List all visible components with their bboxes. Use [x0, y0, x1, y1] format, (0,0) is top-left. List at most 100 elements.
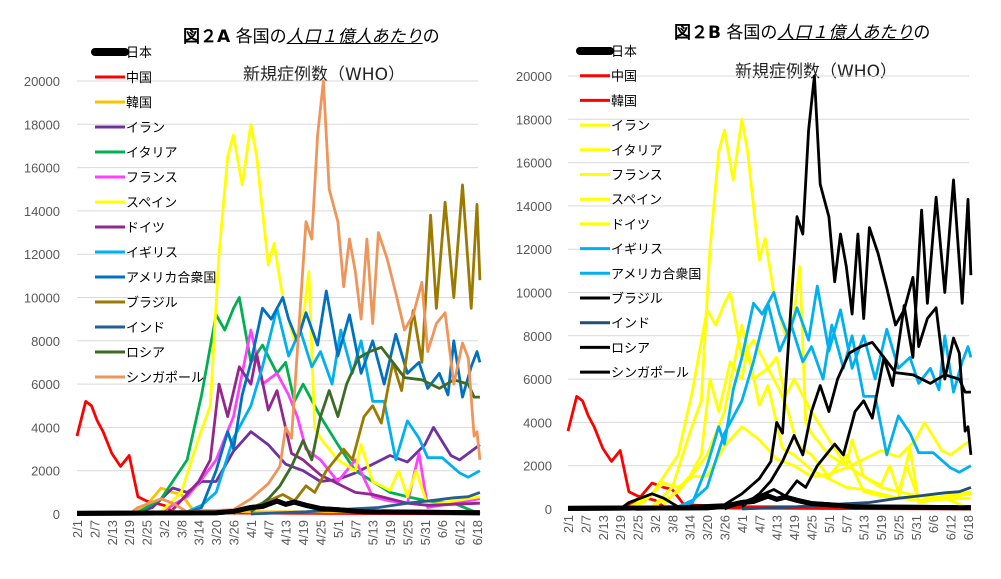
- chart-subtitle: 新規症例数（WHO）: [735, 62, 897, 82]
- x-tick-label: 3/8: [174, 520, 189, 538]
- y-tick-label: 10000: [24, 291, 60, 306]
- x-tick-label: 5/13: [366, 520, 381, 545]
- x-tick-label: 2/7: [87, 520, 102, 538]
- legend-label: イタリア: [611, 144, 662, 159]
- x-tick-label: 6/6: [435, 520, 450, 538]
- legend-label: アメリカ合衆国: [126, 270, 216, 286]
- y-tick-label: 18000: [516, 112, 552, 127]
- x-tick-label: 3/8: [665, 515, 680, 533]
- y-tick-label: 14000: [516, 199, 552, 214]
- series-line: [741, 340, 971, 508]
- legend-label: 中国: [611, 70, 637, 85]
- y-tick-label: 16000: [516, 156, 552, 171]
- legend-label: ブラジル: [611, 291, 663, 307]
- series-line: [677, 301, 972, 509]
- y-tick-label: 20000: [516, 69, 552, 84]
- x-tick-label: 5/1: [822, 515, 837, 533]
- x-tick-label: 3/2: [157, 520, 172, 538]
- series-line: [250, 491, 481, 516]
- x-tick-label: 4/13: [279, 520, 294, 545]
- title-suffix: の: [422, 27, 440, 47]
- title-mid: 各国の: [235, 27, 287, 47]
- y-tick-label: 18000: [24, 117, 60, 132]
- x-tick-label: 2/25: [631, 515, 646, 540]
- y-tick-label: 14000: [24, 204, 60, 219]
- legend-label: ロシア: [126, 346, 165, 361]
- y-tick-label: 2000: [31, 464, 60, 479]
- legend-label: インド: [126, 321, 165, 336]
- y-tick-label: 12000: [24, 247, 60, 262]
- series-line: [619, 74, 973, 511]
- x-tick-label: 5/7: [348, 520, 363, 538]
- x-tick-label: 3/2: [648, 515, 663, 533]
- legend-label: スペイン: [611, 193, 662, 208]
- legend-label: イギリス: [611, 243, 663, 258]
- legend-label: ロシア: [611, 341, 650, 356]
- x-tick-label: 3/26: [227, 520, 242, 545]
- x-tick-label: 3/14: [683, 515, 698, 540]
- y-tick-label: 10000: [516, 286, 552, 301]
- x-tick-label: 2/7: [578, 515, 593, 533]
- legend-label: イラン: [611, 119, 650, 134]
- x-tick-label: 5/1: [331, 520, 346, 538]
- series-line: [171, 352, 480, 511]
- series-line: [186, 306, 481, 514]
- x-tick-label: 5/19: [383, 520, 398, 545]
- chart-title: 図２B 各国の人口１億人あたりの: [674, 18, 930, 43]
- x-tick-label: 2/1: [561, 515, 576, 533]
- y-tick-label: 8000: [31, 334, 60, 349]
- series-line: [567, 493, 971, 511]
- x-tick-label: 5/25: [891, 515, 906, 540]
- y-tick-label: 6000: [523, 372, 552, 387]
- series-line: [128, 79, 482, 516]
- legend-label: フランス: [611, 169, 663, 184]
- chart-subtitle: 新規症例数（WHO）: [243, 65, 405, 85]
- x-tick-label: 5/7: [839, 515, 854, 533]
- legend-label: 日本: [126, 46, 152, 61]
- x-tick-label: 4/19: [296, 520, 311, 545]
- x-tick-label: 4/7: [752, 515, 767, 533]
- series-line: [741, 486, 972, 511]
- y-tick-label: 12000: [516, 242, 552, 257]
- legend-label: 日本: [611, 45, 637, 60]
- title-prefix: 図２B: [674, 23, 721, 43]
- legend-label: シンガポール: [611, 366, 689, 381]
- x-tick-label: 2/19: [122, 520, 137, 545]
- legend-label: イタリア: [126, 146, 177, 161]
- legend-label: スペイン: [126, 196, 177, 211]
- x-tick-label: 6/18: [961, 515, 976, 540]
- series-line: [76, 498, 480, 516]
- y-tick-label: 6000: [31, 377, 60, 392]
- x-tick-label: 6/12: [453, 520, 468, 545]
- x-tick-label: 2/25: [140, 520, 155, 545]
- x-tick-label: 5/31: [909, 515, 924, 540]
- title-prefix: 図２A: [183, 27, 231, 47]
- x-tick-label: 2/19: [613, 515, 628, 540]
- x-tick-label: 5/25: [400, 520, 415, 545]
- x-tick-label: 3/20: [700, 515, 715, 540]
- legend-label: イギリス: [126, 246, 178, 261]
- title-emphasis: 人口１億人あたり: [777, 23, 914, 43]
- legend-label: フランス: [126, 171, 178, 186]
- legend-label: ブラジル: [126, 295, 178, 311]
- legend-label: ドイツ: [126, 221, 165, 236]
- x-tick-label: 4/1: [735, 515, 750, 533]
- y-tick-label: 0: [53, 507, 60, 522]
- title-suffix: の: [913, 23, 931, 43]
- line-chart-a: 0 2000 4000 6000 8000 10000 12000 14000 16000 180…: [24, 46, 485, 545]
- y-tick-label: 2000: [523, 459, 552, 474]
- legend-label: ドイツ: [611, 218, 650, 233]
- x-tick-label: 6/18: [470, 520, 485, 545]
- x-tick-label: 2/13: [596, 515, 611, 540]
- legend-label: イラン: [126, 121, 165, 136]
- x-tick-label: 4/19: [787, 515, 802, 540]
- series-line: [677, 284, 973, 510]
- x-tick-label: 3/26: [718, 515, 733, 540]
- x-tick-label: 5/31: [418, 520, 433, 545]
- line-chart-b: 0 2000 4000 6000 8000 10000 12000 14000 16000 180…: [516, 45, 976, 540]
- title-mid: 各国の: [726, 23, 778, 43]
- legend-label: インド: [611, 317, 650, 332]
- x-tick-label: 5/13: [857, 515, 872, 540]
- x-tick-label: 4/13: [770, 515, 785, 540]
- y-tick-label: 0: [545, 502, 552, 517]
